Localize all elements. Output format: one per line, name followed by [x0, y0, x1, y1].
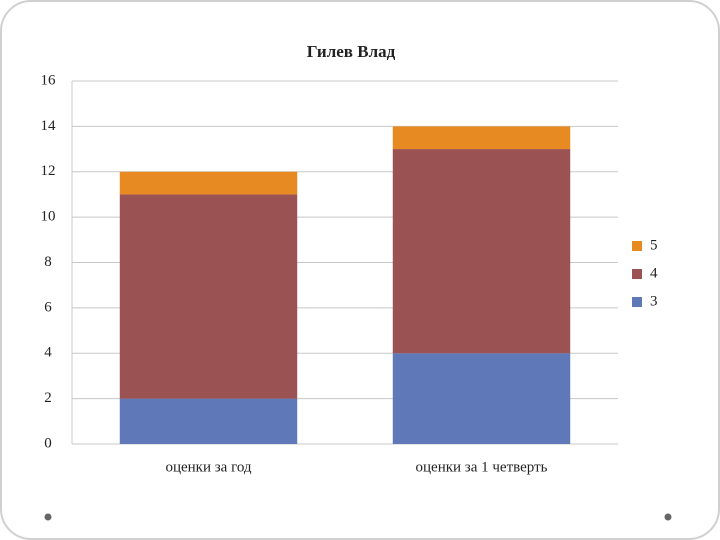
x-tick-label: оценки за 1 четверть: [416, 459, 548, 475]
y-tick-label: 4: [44, 345, 52, 361]
y-tick-label: 0: [44, 435, 52, 451]
slide-dot: [44, 513, 52, 521]
y-tick-label: 2: [44, 390, 52, 406]
bar-segment: [119, 171, 298, 195]
bar-segment: [119, 194, 298, 399]
legend-swatch: [632, 241, 642, 251]
legend-swatch: [632, 269, 642, 279]
bar-segment: [392, 149, 571, 354]
bar-segment: [392, 353, 571, 444]
y-tick-label: 6: [44, 299, 52, 315]
slide-dot: [664, 513, 672, 521]
bar-segment: [119, 398, 298, 444]
x-tick-label: оценки за год: [165, 459, 251, 475]
y-tick-label: 12: [41, 163, 56, 179]
legend-label: 4: [650, 265, 658, 281]
y-tick-label: 10: [41, 209, 56, 225]
y-tick-label: 16: [41, 72, 57, 88]
chart-title: Гилев Влад: [307, 42, 396, 61]
legend-label: 3: [650, 293, 658, 309]
legend-swatch: [632, 297, 642, 307]
legend-label: 5: [650, 237, 658, 253]
y-tick-label: 8: [44, 254, 52, 270]
bar-segment: [392, 126, 571, 150]
y-tick-label: 14: [41, 118, 57, 134]
